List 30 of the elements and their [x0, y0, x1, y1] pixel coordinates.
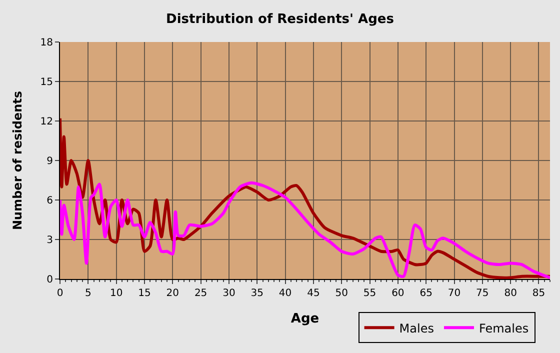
y-tick-label: 9	[46, 156, 53, 167]
x-tick-label: 60	[392, 288, 404, 299]
y-tick-label: 15	[40, 77, 53, 88]
x-tick-label: 45	[307, 288, 320, 299]
x-tick-label: 70	[448, 288, 461, 299]
x-tick-label: 0	[56, 288, 64, 299]
x-tick-label: 75	[476, 288, 489, 299]
legend-label: Females	[478, 321, 529, 336]
x-tick-label: 55	[363, 288, 376, 299]
x-tick-label: 20	[166, 288, 180, 299]
x-tick-label: 65	[420, 288, 432, 299]
y-axis-title: Number of residents	[10, 90, 25, 230]
x-tick-label: 25	[194, 288, 208, 299]
x-tick-label: 30	[222, 288, 236, 299]
legend-label: Males	[399, 321, 434, 336]
y-tick-label: 18	[40, 38, 53, 48]
y-tick-label: 3	[46, 235, 53, 246]
y-tick-label: 12	[40, 116, 53, 128]
x-tick-label: 10	[110, 288, 123, 299]
chart-title: Distribution of Residents' Ages	[166, 12, 394, 28]
x-axis-title: Age	[290, 312, 320, 327]
x-tick-label: 5	[84, 288, 92, 299]
x-tick-label: 15	[138, 288, 151, 299]
y-tick-label: 6	[46, 196, 53, 206]
y-tick-label: 0	[46, 274, 53, 286]
x-tick-label: 85	[532, 288, 546, 299]
x-tick-label: 35	[250, 288, 264, 299]
x-tick-label: 40	[278, 288, 292, 299]
x-tick-label: 50	[335, 288, 348, 299]
x-tick-label: 80	[504, 288, 517, 299]
